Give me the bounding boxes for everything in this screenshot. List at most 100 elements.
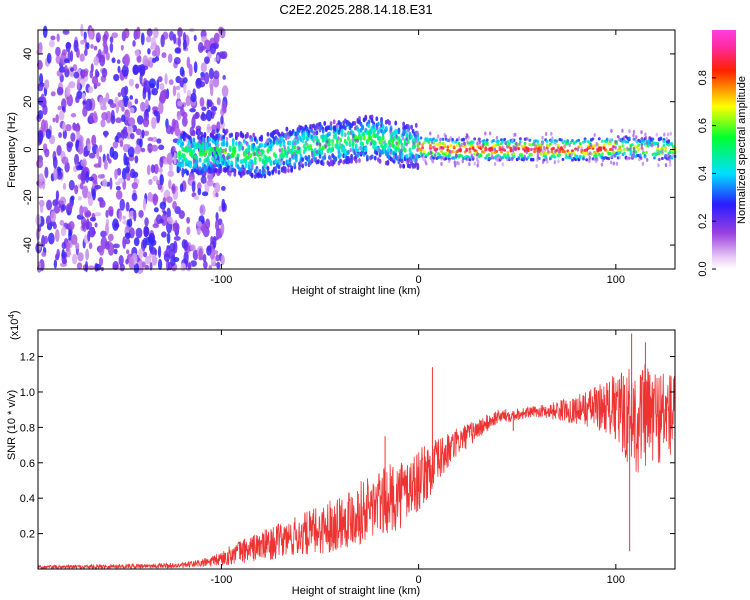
spectrogram-cell (176, 92, 181, 100)
spectrogram-cell (570, 152, 574, 157)
spectrogram-cell (85, 170, 90, 184)
spectrogram-cell (168, 30, 175, 41)
spectrogram-cell (406, 128, 410, 133)
spectrogram-cell (153, 27, 159, 39)
spectrogram-cell (396, 156, 399, 161)
spectrogram-cell (591, 137, 595, 141)
spectrogram-cell (125, 258, 129, 265)
spectrogram-cell (212, 158, 216, 164)
spectrogram-cell (343, 125, 347, 131)
spectrogram-cell (220, 254, 225, 266)
spectrogram-cell (85, 98, 93, 112)
spectrogram-cell (61, 156, 69, 165)
spectrogram-cell (44, 79, 50, 90)
spectrogram-cell (208, 265, 213, 270)
colorbar-ticks: 0.0 0.2 0.4 0.6 0.8 (697, 70, 716, 277)
spectrogram-cell (151, 255, 158, 266)
spectrogram-cell (416, 130, 419, 135)
spectrogram-cell (475, 157, 479, 162)
spectrogram-cell (668, 151, 672, 155)
spectrogram-cell (351, 141, 355, 147)
spectrogram-cell (193, 61, 198, 74)
spectrogram-cell (495, 149, 499, 153)
spectrogram-cell (418, 154, 421, 159)
spectrogram-cell (117, 92, 122, 98)
spectrogram-cell (129, 168, 136, 179)
spectrogram-cell (429, 144, 432, 148)
spectrogram-cell (400, 148, 403, 153)
spectrogram-cell (443, 143, 447, 147)
spectrogram-cell (607, 156, 611, 161)
spectrogram-cell (618, 155, 621, 160)
spectrogram-cell (536, 155, 540, 160)
spectrogram-cell (412, 155, 416, 160)
spectrogram-cell (436, 134, 440, 139)
spectrogram-cell (112, 150, 119, 160)
spectrogram-cell (238, 141, 241, 146)
spectrogram-cell (99, 96, 104, 106)
spectrogram-cell (105, 209, 109, 218)
spectrogram-cell (83, 150, 89, 157)
spectrogram-cell (525, 150, 529, 155)
spectrogram-cell (442, 155, 445, 160)
spectrogram-cell (523, 154, 526, 159)
spectrogram-cell (381, 135, 385, 141)
spectrogram-cell (386, 159, 390, 165)
spectrogram-cell (196, 220, 202, 227)
spectrogram-cell (616, 135, 620, 139)
spectrogram-cell (595, 143, 598, 148)
spectrogram-cell (595, 157, 599, 162)
spectrogram-cell (46, 199, 53, 211)
spectrogram-cell (263, 173, 267, 179)
spectrogram-cell (563, 150, 566, 154)
spectrogram-cell (566, 139, 570, 143)
spectrogram-cell (441, 137, 445, 141)
spectrogram-cell (546, 149, 550, 154)
spectrogram-cell (153, 163, 159, 175)
spectrogram-cell (228, 147, 232, 153)
spectrogram-cell (36, 159, 44, 169)
spectrogram-cell (222, 134, 226, 140)
spectrogram-cell (495, 135, 499, 140)
spectrogram-cell (261, 149, 265, 155)
spectrogram-cell (491, 155, 494, 160)
spectrogram-cell (186, 56, 191, 69)
spectrogram-cell (353, 126, 357, 131)
spectrogram-cell (69, 67, 74, 72)
spectrogram-cell (628, 129, 631, 134)
spectrogram-cell (187, 135, 191, 140)
spectrogram-cell (158, 167, 163, 173)
spectrogram-cell (449, 136, 452, 141)
y-tick-label: 0 (22, 146, 34, 152)
spectrogram-cell (201, 223, 207, 234)
spectrogram-cell (503, 148, 507, 152)
spectrogram-cell (305, 136, 309, 142)
spectrogram-cell (131, 192, 138, 202)
spectrogram-cell (105, 241, 110, 250)
spectrogram-cell (100, 230, 107, 238)
spectrogram-cell (216, 128, 219, 134)
spectrogram-cell (663, 132, 666, 137)
spectrogram-cell (468, 147, 472, 151)
spectrogram-cell (439, 137, 442, 142)
spectrogram-cell (403, 147, 407, 153)
spectrogram-cell (300, 161, 303, 166)
spectrogram-cell (148, 233, 156, 244)
spectrogram-cell (191, 116, 196, 129)
spectrogram-cell (136, 115, 144, 125)
spectrogram-cell (124, 109, 129, 116)
spectrogram-cell (201, 191, 209, 197)
spectrogram-cell (608, 151, 612, 156)
spectrogram-cell (59, 219, 65, 226)
spectrogram-cell (212, 249, 219, 255)
spectrogram-cell (353, 120, 357, 126)
spectrogram-cell (236, 156, 239, 161)
spectrogram-cell (109, 36, 114, 44)
spectrogram-cell (507, 156, 511, 160)
spectrogram-cell (384, 126, 388, 131)
spectrogram-cell (416, 163, 420, 168)
spectrogram-cell (528, 143, 532, 147)
spectrogram-cell (258, 168, 262, 174)
spectrogram-cell (277, 164, 281, 170)
spectrogram-cell (354, 143, 358, 149)
